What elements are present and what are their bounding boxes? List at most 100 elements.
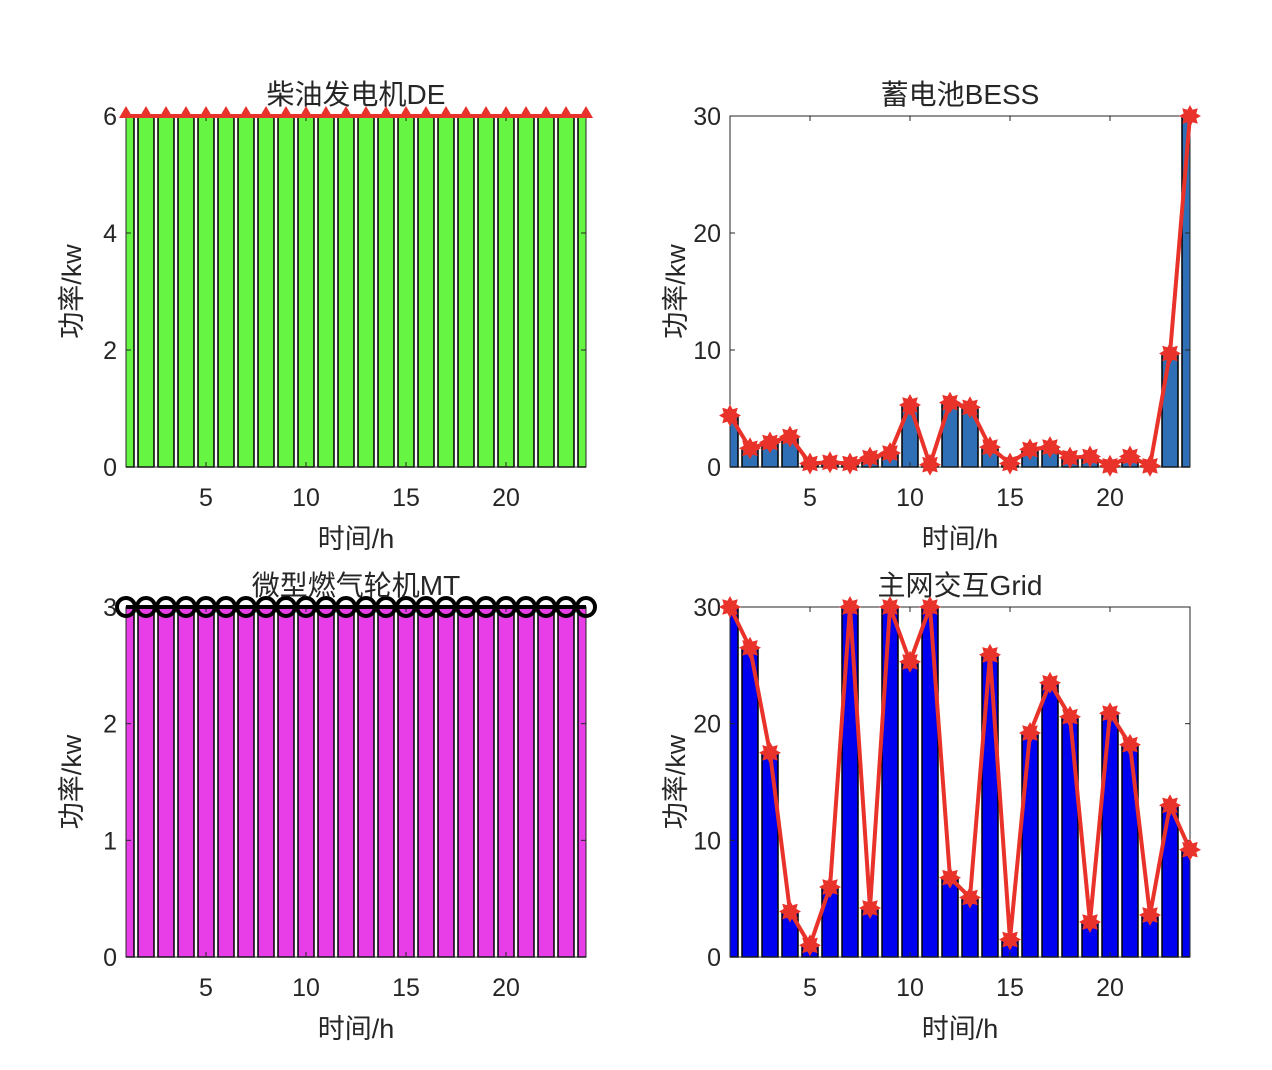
triangle-marker [279,106,293,118]
y-tick-label: 10 [693,827,721,855]
x-tick-label: 15 [996,484,1024,512]
bar [417,606,435,958]
bar [137,606,155,958]
bar [1101,712,1119,958]
bar [197,115,215,468]
bar [357,606,375,958]
triangle-marker [439,106,453,118]
star-marker [959,396,981,419]
star-marker [839,596,861,618]
star-marker [839,452,861,475]
star-marker [899,650,921,673]
bar [577,606,586,958]
circle-marker [575,596,597,618]
bar [881,606,899,958]
star-marker [1019,722,1041,744]
y-tick-label: 30 [693,103,721,131]
subplot-3: 5 10 15 20 0 1 2 3 微型燃气轮机MT 时间/h 功率/kw [57,570,597,1044]
triangle-marker [379,106,393,118]
star-marker [719,404,741,427]
axes-box [125,606,587,958]
star-marker [879,596,901,618]
star-marker [1079,445,1101,468]
star-marker [819,451,841,474]
triangle-marker [519,106,533,118]
bar [557,606,575,958]
triangle-marker [499,106,513,118]
bar [741,647,759,958]
x-tick-label: 5 [803,974,817,1002]
triangle-marker [119,106,133,118]
bar [1181,848,1190,958]
star-marker [859,897,881,919]
star-marker [939,866,961,889]
star-marker [1179,105,1201,127]
x-tick-label: 15 [996,974,1024,1002]
y-tick-label: 2 [103,337,117,365]
star-marker [739,437,761,460]
x-tick-label: 10 [896,484,924,512]
star-marker [1159,794,1181,817]
triangle-marker [459,106,473,118]
y-tick-label: 30 [693,594,721,622]
bar [517,115,535,468]
star-marker [799,934,821,957]
bar [137,115,155,468]
x-tick-label: 10 [292,974,320,1002]
x-tick-label: 20 [1096,484,1124,512]
star-marker [1059,705,1081,728]
triangle-marker [399,106,413,118]
star-marker [859,446,881,469]
y-tick-label: 0 [707,454,721,482]
bar [277,606,295,958]
bar [1021,732,1039,958]
bar [197,606,215,958]
bar [557,115,575,468]
x-tick-label: 20 [1096,974,1124,1002]
bar [237,115,255,468]
y-tick-label: 20 [693,711,721,739]
bar [497,115,515,468]
y-tick-label: 10 [693,337,721,365]
triangle-marker [319,106,333,118]
star-marker [819,876,841,898]
x-tick-label: 20 [492,974,520,1002]
star-marker [1059,446,1081,469]
x-tick-label: 5 [803,484,817,512]
star-marker [1179,838,1201,861]
bar [237,606,255,958]
bar [157,115,175,468]
star-marker [1119,733,1141,756]
bar [517,606,535,958]
triangle-marker [339,106,353,118]
triangle-marker [259,106,273,118]
axes-box [729,115,1191,468]
x-axis-label: 时间/h [318,524,395,554]
bar [317,606,335,958]
bar [377,606,395,958]
bar [126,115,135,468]
bar [577,115,586,468]
bar [217,115,235,468]
star-marker [999,452,1021,475]
bar [477,115,495,468]
star-marker [759,431,781,454]
star-marker [1119,445,1141,468]
subplot-title: 主网交互Grid [878,570,1043,601]
star-marker [1159,342,1181,365]
bar [457,115,475,468]
triangle-marker [179,106,193,118]
bar [397,115,415,468]
bar [941,876,959,958]
star-marker [1139,454,1161,477]
bar [477,606,495,958]
star-marker [1039,671,1061,694]
y-tick-label: 3 [103,594,117,622]
y-tick-label: 20 [693,220,721,248]
star-marker [979,643,1001,666]
star-marker [919,596,941,618]
star-marker [1139,904,1161,926]
axes-box [729,606,1191,958]
star-marker [1019,438,1041,461]
x-tick-label: 5 [199,484,213,512]
